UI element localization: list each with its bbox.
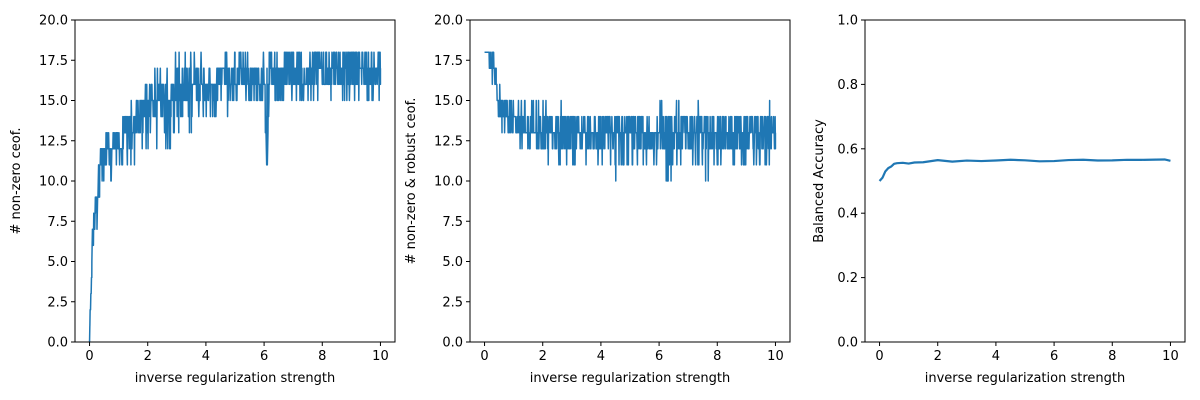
- x-axis-label: inverse regularization strength: [530, 371, 730, 386]
- y-tick-label: 0.8: [837, 78, 858, 93]
- y-tick-label: 0.0: [442, 336, 463, 351]
- x-tick-label: 10: [767, 349, 784, 364]
- chart-panel-balanced-accuracy: 0 2 4 6 8 10 0.0 0.2 0.4 0.6 0.8 1.0 inverse regular…: [812, 14, 1186, 386]
- chart-panel-nonzero-coef: 0 2 4 6 8 10 0.0 2.5 5.0 7.5 10.0 12.5 15.0 17.5 20.0 i…: [9, 14, 396, 386]
- series-line: [484, 51, 777, 182]
- y-tick-label: 12.5: [434, 134, 463, 149]
- x-tick-label: 4: [202, 349, 210, 364]
- y-tick-label: 5.0: [442, 255, 463, 270]
- chart-panel-nonzero-robust-coef: 0 2 4 6 8 10 0.0 2.5 5.0 7.5 10.0 12.5 15.0 17.5 20.0 i…: [404, 14, 791, 386]
- y-tick-label: 15.0: [434, 94, 463, 109]
- axes-frame: [469, 19, 791, 343]
- y-tick-label: 10.0: [434, 175, 463, 190]
- y-tick-label: 0.4: [837, 207, 858, 222]
- y-tick-label: 10.0: [39, 175, 68, 190]
- x-axis-label: inverse regularization strength: [925, 371, 1125, 386]
- y-tick-label: 5.0: [47, 255, 68, 270]
- y-tick-label: 7.5: [47, 215, 68, 230]
- y-axis-label: Balanced Accuracy: [812, 119, 827, 243]
- x-tick-label: 2: [144, 349, 152, 364]
- x-tick-label: 4: [992, 349, 1000, 364]
- series-line: [88, 51, 382, 343]
- y-tick-label: 0.0: [47, 336, 68, 351]
- x-axis-label: inverse regularization strength: [135, 371, 335, 386]
- y-tick-label: 0.2: [837, 271, 858, 286]
- axes-frame: [864, 19, 1186, 343]
- x-tick-label: 4: [597, 349, 605, 364]
- series-line: [878, 158, 1171, 182]
- x-tick-label: 10: [372, 349, 389, 364]
- y-tick-label: 0.0: [837, 336, 858, 351]
- x-tick-label: 2: [539, 349, 547, 364]
- y-tick-label: 20.0: [39, 14, 68, 29]
- x-tick-label: 2: [934, 349, 942, 364]
- x-tick-label: 8: [713, 349, 721, 364]
- y-tick-label: 12.5: [39, 134, 68, 149]
- x-tick-label: 0: [480, 349, 488, 364]
- x-tick-label: 10: [1162, 349, 1179, 364]
- y-tick-label: 1.0: [837, 14, 858, 29]
- x-tick-label: 6: [1050, 349, 1058, 364]
- x-tick-label: 8: [1108, 349, 1116, 364]
- y-tick-label: 2.5: [442, 295, 463, 310]
- x-tick-label: 6: [260, 349, 268, 364]
- y-tick-label: 2.5: [47, 295, 68, 310]
- y-tick-label: 17.5: [434, 54, 463, 69]
- y-tick-label: 7.5: [442, 215, 463, 230]
- y-tick-label: 0.6: [837, 142, 858, 157]
- x-tick-label: 8: [318, 349, 326, 364]
- x-tick-label: 6: [655, 349, 663, 364]
- y-axis-label: # non-zero & robust ceof.: [404, 98, 419, 265]
- y-axis-label: # non-zero ceof.: [9, 128, 24, 235]
- y-tick-label: 17.5: [39, 54, 68, 69]
- x-tick-label: 0: [85, 349, 93, 364]
- y-tick-label: 20.0: [434, 14, 463, 29]
- y-tick-label: 15.0: [39, 94, 68, 109]
- x-tick-label: 0: [875, 349, 883, 364]
